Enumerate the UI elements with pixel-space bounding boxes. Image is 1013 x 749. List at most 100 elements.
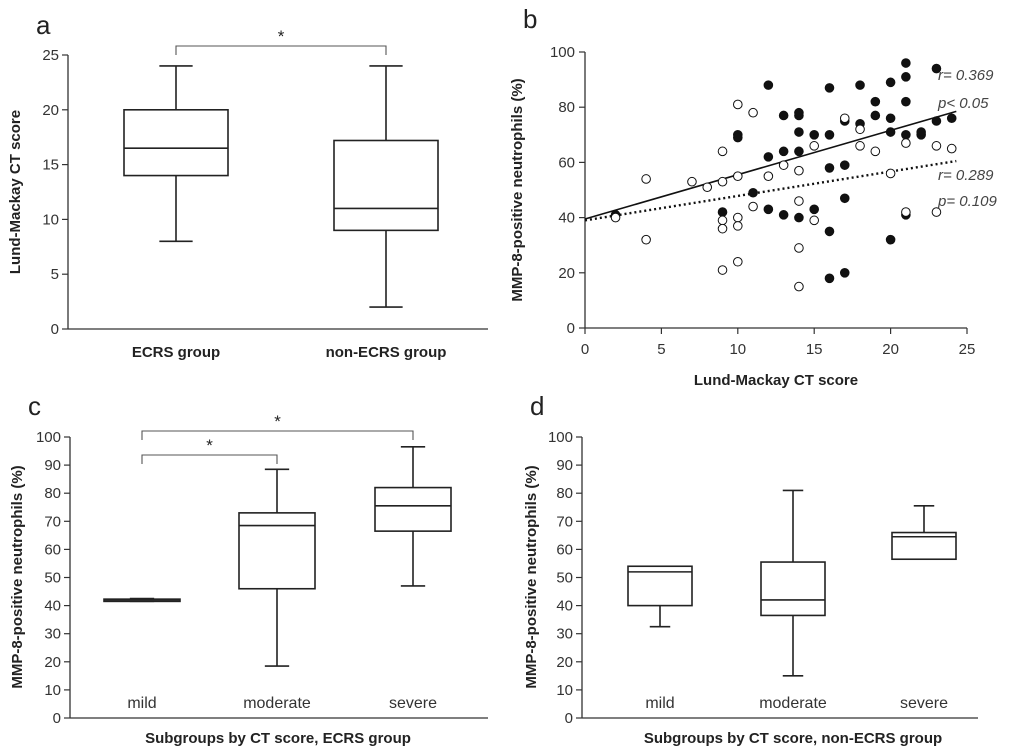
point-open (748, 107, 758, 118)
point-filled (794, 107, 804, 118)
point-filled (809, 204, 820, 215)
point-filled (794, 146, 804, 157)
point-filled (824, 226, 835, 237)
category-label: severe (389, 695, 437, 712)
y-tick-label: 0 (51, 321, 59, 338)
y-tick-label: 50 (44, 570, 61, 587)
y-tick-label: 30 (44, 626, 61, 643)
fit-line-solid (584, 110, 957, 220)
annotation-p: p= 0.109 (937, 193, 997, 210)
y-tick-label: 10 (556, 682, 573, 699)
point-filled (885, 113, 896, 124)
y-tick-label: 0 (53, 710, 61, 727)
point-open (702, 182, 713, 193)
y-tick-label: 60 (558, 154, 575, 171)
y-tick-label: 0 (567, 320, 575, 337)
point-filled (824, 130, 835, 140)
point-open (794, 165, 804, 176)
x-axis-title: Subgroups by CT score, ECRS group (145, 730, 411, 747)
significance-star: * (206, 436, 213, 455)
point-open (717, 146, 728, 157)
y-tick-label: 15 (42, 157, 59, 174)
y-tick-label: 100 (550, 44, 575, 61)
x-tick-label: 15 (806, 341, 823, 358)
point-open (794, 243, 804, 253)
box-ECRS group (123, 109, 229, 177)
point-filled (778, 110, 789, 121)
point-filled (717, 207, 728, 217)
point-open (748, 201, 758, 212)
y-tick-label: 20 (556, 654, 573, 671)
point-filled (763, 204, 774, 215)
x-tick-label: 0 (581, 341, 589, 358)
y-tick-label: 10 (42, 211, 59, 228)
y-tick-label: 60 (44, 541, 61, 558)
point-filled (809, 130, 820, 140)
y-tick-label: 50 (556, 570, 573, 587)
y-tick-label: 100 (36, 429, 61, 446)
y-tick-label: 90 (556, 457, 573, 474)
point-open (855, 124, 865, 135)
point-filled (778, 146, 789, 157)
annotation-r: r= 0.369 (938, 67, 994, 84)
point-filled (733, 132, 743, 143)
point-filled (794, 212, 804, 223)
y-tick-label: 40 (556, 598, 573, 615)
panel-c: c 0 10 20 30 40 50 60 70 80 90 100 MMP-8-positive ne… (9, 391, 488, 747)
point-open (687, 176, 697, 187)
category-label: severe (900, 695, 948, 712)
point-filled (901, 96, 911, 107)
category-label: mild (645, 695, 674, 712)
panel-d: d 0 10 20 30 40 50 60 70 80 90 100 MMP-8-positive ne… (523, 391, 978, 747)
panel-a: a 0 5 10 15 20 25 Lund-Mackay CT score ECRS grou… (7, 10, 488, 361)
y-tick-label: 80 (558, 99, 575, 116)
point-open (855, 141, 865, 151)
point-filled (778, 210, 789, 220)
y-tick-label: 70 (44, 513, 61, 530)
point-open (794, 196, 804, 206)
point-filled (763, 152, 774, 162)
y-tick-label: 80 (556, 485, 573, 502)
point-open (901, 207, 911, 217)
y-tick-label: 40 (44, 598, 61, 615)
category-label: ECRS group (132, 344, 220, 361)
annotation-p: p< 0.05 (937, 95, 989, 112)
point-filled (916, 127, 926, 137)
point-open (946, 143, 957, 154)
point-open (717, 265, 728, 275)
point-filled (931, 116, 942, 126)
point-open (931, 207, 942, 217)
panel-letter: d (530, 391, 544, 421)
y-tick-label: 5 (51, 266, 59, 283)
point-open (809, 141, 820, 151)
point-open (763, 171, 774, 181)
panel-letter: b (523, 4, 537, 34)
point-filled (824, 83, 835, 93)
annotation-r: r= 0.289 (938, 167, 994, 184)
x-tick-label: 10 (729, 341, 746, 358)
category-label: moderate (759, 695, 827, 712)
point-open (717, 223, 728, 234)
point-filled (901, 58, 911, 68)
x-tick-label: 5 (657, 341, 665, 358)
y-tick-label: 20 (42, 102, 59, 119)
significance-bracket (141, 454, 278, 464)
point-open (794, 281, 804, 292)
point-open (717, 215, 728, 226)
point-filled (839, 268, 850, 278)
point-filled (901, 72, 911, 82)
panel-b: b 0 20 40 60 80 100 0 5 10 15 20 25 MMP-8-positive ne… (509, 4, 997, 389)
point-filled (870, 96, 881, 107)
point-open (839, 113, 850, 124)
point-open (641, 234, 651, 245)
x-axis-title: Subgroups by CT score, non-ECRS group (644, 730, 942, 747)
box-non-ECRS group (333, 139, 439, 232)
y-tick-label: 10 (44, 682, 61, 699)
y-axis-title: Lund-Mackay CT score (7, 110, 24, 274)
category-label: moderate (243, 695, 311, 712)
box-mild (627, 565, 693, 607)
category-label: non-ECRS group (326, 344, 447, 361)
x-axis-title: Lund-Mackay CT score (694, 372, 858, 389)
point-filled (885, 77, 896, 88)
